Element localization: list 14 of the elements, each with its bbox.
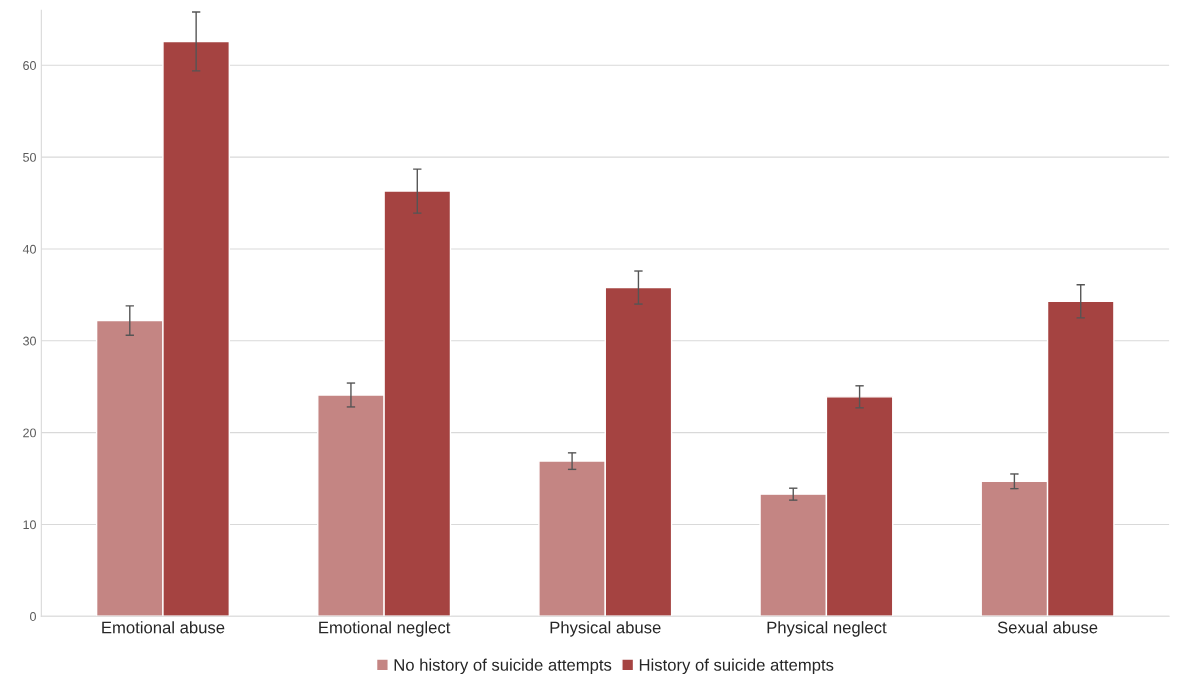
- x-tick-label: Emotional neglect: [319, 621, 451, 637]
- y-tick-label: 20: [23, 428, 36, 438]
- y-tick-label: 40: [22, 244, 36, 254]
- legend-label: No history of suicide attempts: [394, 658, 612, 675]
- y-tick-label: 10: [23, 520, 36, 530]
- x-tick-label: Sexual abuse: [997, 621, 1098, 634]
- y-tick-label: 50: [23, 152, 36, 162]
- y-tick-label: 0: [30, 612, 36, 621]
- legend-label: History of suicide attempts: [639, 658, 834, 675]
- x-tick-label: Emotional abuse: [102, 621, 225, 634]
- y-tick-label: 60: [23, 61, 36, 70]
- x-tick-label: Physical neglect: [767, 621, 887, 637]
- y-tick-label: 30: [23, 336, 36, 346]
- x-tick-label: Physical abuse: [550, 621, 661, 637]
